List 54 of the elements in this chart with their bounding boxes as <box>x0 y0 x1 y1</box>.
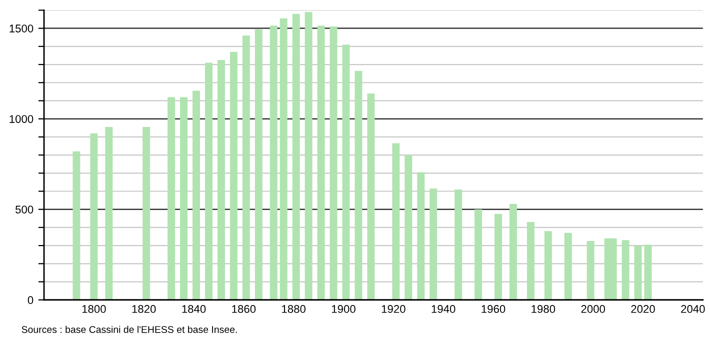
bar <box>230 52 238 300</box>
y-tick-label: 0 <box>28 296 34 304</box>
bar <box>526 222 534 300</box>
bar <box>417 172 425 300</box>
bar <box>404 155 412 300</box>
x-tick-label: 2000 <box>581 305 606 313</box>
y-tick-label: 1000 <box>10 115 34 123</box>
bar <box>192 90 200 300</box>
bar <box>392 143 400 300</box>
bar <box>644 244 652 300</box>
bar <box>330 26 338 300</box>
y-tick-label: 500 <box>16 206 34 214</box>
bar <box>586 241 594 300</box>
bar <box>342 44 350 300</box>
bar <box>105 126 113 300</box>
bar <box>168 97 176 300</box>
bar <box>317 26 325 300</box>
bar <box>280 18 288 300</box>
bar <box>217 60 225 300</box>
x-tick-label: 1880 <box>282 305 306 313</box>
bar <box>494 214 502 300</box>
x-tick-label: 2040 <box>681 305 705 313</box>
bar <box>622 240 630 300</box>
bar <box>634 246 642 300</box>
x-tick-label: 1960 <box>482 305 506 313</box>
bar <box>270 26 278 300</box>
bar <box>142 126 150 300</box>
bar <box>204 62 212 300</box>
x-tick-label: 1900 <box>332 305 356 313</box>
bar <box>544 231 552 300</box>
bar <box>367 93 375 300</box>
bar <box>90 133 98 300</box>
bar <box>430 188 438 300</box>
x-tick-label: 1940 <box>432 305 456 313</box>
bar <box>72 151 80 300</box>
bar <box>354 70 362 300</box>
x-tick-label: 1980 <box>532 305 556 313</box>
bar <box>454 189 462 300</box>
bar <box>242 36 250 300</box>
bar <box>564 232 572 300</box>
x-tick-label: 1920 <box>382 305 406 313</box>
bar <box>180 97 188 300</box>
bar <box>292 14 300 300</box>
bar <box>509 204 517 300</box>
x-tick-label: 1860 <box>232 305 256 313</box>
x-tick-label: 1800 <box>82 305 106 313</box>
x-tick-label: 1820 <box>132 305 156 313</box>
source-note: Sources : base Cassini de l'EHESS et base Insee. <box>22 326 237 333</box>
bar <box>304 12 312 300</box>
bar <box>254 29 262 300</box>
bar <box>474 209 482 300</box>
y-tick-label: 1500 <box>10 24 34 32</box>
x-tick-label: 2020 <box>631 305 655 313</box>
x-tick-label: 1840 <box>182 305 206 313</box>
